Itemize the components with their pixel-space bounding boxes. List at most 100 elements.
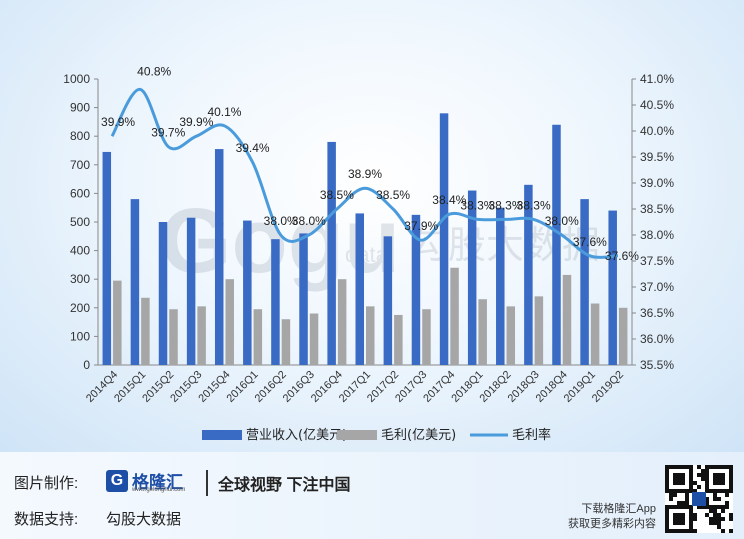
qr-module: [692, 492, 706, 506]
qr-module: [725, 505, 729, 509]
qr-module: [669, 493, 673, 497]
qr-module: [729, 529, 733, 533]
margin-data-label: 38.5%: [320, 188, 354, 202]
margin-line-path: [110, 87, 619, 259]
y-left-tick-label: 900: [70, 101, 90, 115]
qr-module: [705, 513, 709, 517]
slogan: 全球视野 下注中国: [218, 477, 351, 494]
revenue-bar: [299, 233, 308, 365]
qr-module: [701, 469, 705, 473]
y-left-tick-label: 1000: [63, 72, 90, 86]
data-source: 勾股大数据: [106, 511, 182, 528]
margin-data-label: 38.0%: [545, 214, 579, 228]
data-source-label: 数据支持:: [14, 511, 79, 528]
revenue-bar: [383, 236, 393, 365]
x-tick-label: 2019Q2: [590, 369, 626, 405]
qr-module: [677, 501, 681, 505]
watermark-sub: data: [345, 242, 389, 267]
y-left-tick-label: 0: [83, 358, 90, 372]
revenue-bar: [496, 207, 505, 365]
y-right-tick-label: 37.5%: [640, 254, 674, 268]
watermark-logo: Gogu: [160, 190, 400, 292]
y-right-tick-label: 36.0%: [640, 332, 674, 346]
qr-module: [693, 489, 697, 493]
qr-module: [721, 517, 725, 521]
gross-profit-bar: [562, 274, 572, 365]
qr-code-icon[interactable]: [665, 465, 733, 533]
y-right-tick-label: 40.5%: [640, 98, 674, 112]
legend-margin-label: 毛利率: [512, 427, 551, 443]
qr-module: [701, 473, 705, 477]
made-by-label: 图片制作:: [14, 475, 79, 492]
y-left-tick-label: 500: [70, 215, 90, 229]
y-left-tick-label: 700: [70, 158, 90, 172]
qr-module: [717, 521, 721, 525]
revenue-bar: [439, 113, 449, 365]
qr-module: [713, 505, 717, 509]
gross-profit-bar: [394, 314, 403, 365]
qr-module: [717, 505, 721, 509]
qr-module: [713, 521, 717, 525]
y-right-tick-label: 38.5%: [640, 202, 674, 216]
gross-profit-bar: [113, 280, 122, 365]
qr-module: [685, 497, 689, 501]
revenue-bar: [243, 220, 252, 365]
gross-profit-bar: [590, 303, 600, 365]
revenue-bar: [411, 214, 421, 365]
footer: 图片制作: G 格隆汇 www.gelonghui.com 全球视野 下注中国 …: [0, 452, 744, 539]
y-right-tick-label: 39.5%: [640, 150, 674, 164]
qr-module: [729, 513, 733, 517]
qr-module: [673, 513, 685, 525]
qr-module: [693, 517, 697, 521]
y-right-tick-label: 35.5%: [640, 358, 674, 372]
qr-module: [705, 497, 709, 501]
gross-profit-bar: [253, 309, 263, 365]
gross-profit-bar: [450, 267, 459, 365]
brand-url: www.gelonghui.com: [132, 487, 186, 493]
y-left-tick-label: 100: [70, 329, 90, 343]
revenue-bar: [186, 217, 196, 365]
qr-module: [725, 493, 729, 497]
qr-module: [721, 505, 725, 509]
revenue-bar: [214, 149, 224, 365]
qr-module: [669, 497, 673, 501]
y-left-tick-label: 200: [70, 301, 90, 315]
gross-profit-bar: [618, 307, 628, 365]
qr-module: [701, 477, 705, 481]
qr-module: [709, 521, 713, 525]
qr-module: [693, 529, 697, 533]
qr-module: [701, 505, 705, 509]
y-right-tick-label: 38.0%: [640, 228, 674, 242]
qr-module: [721, 509, 725, 513]
qr-module: [673, 493, 677, 497]
margin-data-label: 38.3%: [489, 198, 523, 212]
qr-module: [705, 505, 709, 509]
revenue-bar: [467, 190, 477, 365]
qr-module: [713, 493, 717, 497]
qr-module: [717, 525, 721, 529]
legend-gross-profit-label: 毛利(亿美元): [381, 428, 456, 443]
qr-module: [709, 509, 713, 513]
y-right-tick-label: 41.0%: [640, 72, 674, 86]
revenue-bar: [552, 124, 561, 365]
app-promo-text: 获取更多精彩内容: [568, 518, 656, 530]
revenue-bar: [580, 199, 589, 365]
margin-data-label: 37.9%: [404, 219, 438, 233]
gross-profit-bar: [141, 297, 150, 365]
gross-profit-bar: [422, 309, 431, 365]
revenue-bar: [524, 184, 533, 365]
margin-data-label: 38.3%: [460, 198, 494, 212]
margin-data-label: 38.3%: [517, 198, 551, 212]
qr-module: [713, 513, 717, 517]
revenue-bar: [355, 213, 364, 365]
bars: [102, 113, 628, 365]
y-right-tick-label: 37.0%: [640, 280, 674, 294]
y-left-tick-label: 800: [70, 129, 90, 143]
qr-module: [713, 517, 717, 521]
gross-profit-bar: [478, 299, 487, 365]
qr-module: [681, 501, 685, 505]
revenue-bar: [271, 239, 280, 365]
gross-profit-bar: [366, 306, 375, 365]
margin-data-label: 39.9%: [101, 115, 135, 129]
qr-module: [717, 513, 721, 517]
